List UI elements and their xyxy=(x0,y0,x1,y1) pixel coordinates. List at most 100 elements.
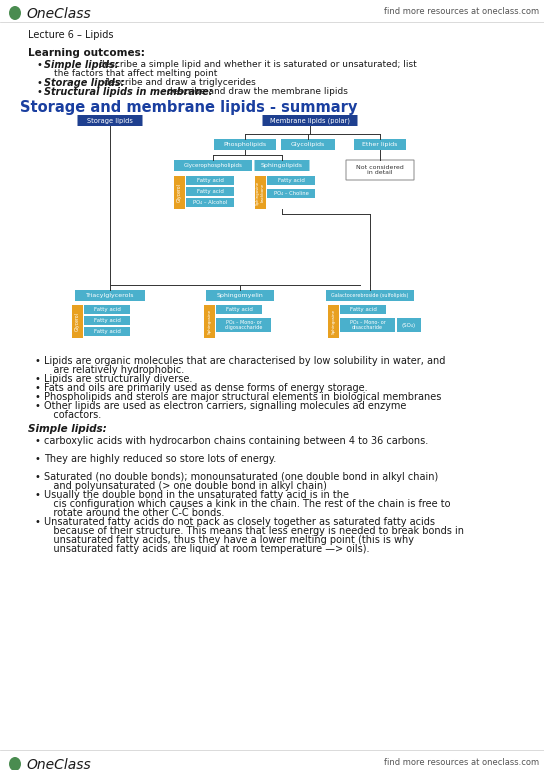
Text: Phospholipids: Phospholipids xyxy=(224,142,267,147)
FancyBboxPatch shape xyxy=(206,290,274,301)
FancyBboxPatch shape xyxy=(186,187,234,196)
Ellipse shape xyxy=(9,757,21,770)
Text: Sphingomyelin: Sphingomyelin xyxy=(217,293,263,298)
Text: Lecture 6 – Lipids: Lecture 6 – Lipids xyxy=(28,30,114,40)
FancyBboxPatch shape xyxy=(204,305,215,338)
FancyBboxPatch shape xyxy=(214,139,276,150)
Text: Ether lipids: Ether lipids xyxy=(362,142,398,147)
Text: Not considered
in detail: Not considered in detail xyxy=(356,165,404,176)
FancyBboxPatch shape xyxy=(84,316,130,325)
Text: •: • xyxy=(34,392,40,402)
Text: •: • xyxy=(34,472,40,482)
FancyBboxPatch shape xyxy=(216,305,262,314)
Text: •: • xyxy=(34,401,40,411)
Text: unsaturated fatty acids, thus they have a lower melting point (this is why: unsaturated fatty acids, thus they have … xyxy=(44,535,414,545)
Text: Fatty acid: Fatty acid xyxy=(277,178,305,183)
FancyBboxPatch shape xyxy=(75,290,145,301)
Text: PO₄ – Mono- or
disaccharide: PO₄ – Mono- or disaccharide xyxy=(350,320,386,330)
FancyBboxPatch shape xyxy=(328,305,339,338)
Text: are relatively hydrophobic.: are relatively hydrophobic. xyxy=(44,365,184,375)
FancyBboxPatch shape xyxy=(354,139,406,150)
Text: and polyunsaturated (> one double bond in alkyl chain): and polyunsaturated (> one double bond i… xyxy=(44,481,327,491)
Text: Sphingolipids: Sphingolipids xyxy=(261,163,303,168)
Text: Structural lipids in membrane:: Structural lipids in membrane: xyxy=(44,87,213,97)
Text: the factors that affect melting point: the factors that affect melting point xyxy=(54,69,218,78)
Text: unsaturated fatty acids are liquid at room temperature —> oils).: unsaturated fatty acids are liquid at ro… xyxy=(44,544,369,554)
Text: •: • xyxy=(34,356,40,366)
Text: Sphingosine: Sphingosine xyxy=(207,309,212,334)
Text: cofactors.: cofactors. xyxy=(44,410,101,420)
Text: Unsaturated fatty acids do not pack as closely together as saturated fatty acids: Unsaturated fatty acids do not pack as c… xyxy=(44,517,435,527)
FancyBboxPatch shape xyxy=(174,176,185,209)
FancyBboxPatch shape xyxy=(263,115,357,126)
Text: Sphingosine: Sphingosine xyxy=(331,309,336,334)
Text: find more resources at oneclass.com: find more resources at oneclass.com xyxy=(384,758,539,767)
FancyBboxPatch shape xyxy=(340,318,395,332)
Text: •: • xyxy=(34,374,40,384)
Text: Fats and oils are primarily used as dense forms of energy storage.: Fats and oils are primarily used as dens… xyxy=(44,383,368,393)
Text: carboxylic acids with hydrocarbon chains containing between 4 to 36 carbons.: carboxylic acids with hydrocarbon chains… xyxy=(44,436,428,446)
Text: describe and draw a triglycerides: describe and draw a triglycerides xyxy=(101,78,256,87)
Text: Sphingosine
backbone: Sphingosine backbone xyxy=(256,180,265,205)
Text: Glycerophospholipids: Glycerophospholipids xyxy=(183,163,243,168)
Text: •: • xyxy=(34,383,40,393)
FancyBboxPatch shape xyxy=(77,115,143,126)
FancyBboxPatch shape xyxy=(281,139,335,150)
Text: because of their structure. This means that less energy is needed to break bonds: because of their structure. This means t… xyxy=(44,526,464,536)
Text: Storage lipids:: Storage lipids: xyxy=(44,78,125,88)
Text: Membrane lipids (polar): Membrane lipids (polar) xyxy=(270,117,350,124)
Text: •: • xyxy=(34,454,40,464)
Text: Triacylglycerols: Triacylglycerols xyxy=(86,293,134,298)
Text: Galactocerebroside (sulfolipids): Galactocerebroside (sulfolipids) xyxy=(331,293,409,298)
Text: Storage and membrane lipids - summary: Storage and membrane lipids - summary xyxy=(20,100,357,115)
Polygon shape xyxy=(12,6,18,10)
Text: •: • xyxy=(34,517,40,527)
Text: •: • xyxy=(36,87,42,97)
Text: •: • xyxy=(34,490,40,500)
Text: Glycolipids: Glycolipids xyxy=(291,142,325,147)
Text: Learning outcomes:: Learning outcomes: xyxy=(28,48,145,58)
Text: OneClass: OneClass xyxy=(26,758,91,770)
Text: Usually the double bond in the unsaturated fatty acid is in the: Usually the double bond in the unsaturat… xyxy=(44,490,349,500)
Text: Fatty acid: Fatty acid xyxy=(226,307,252,312)
Text: rotate around the other C-C bonds.: rotate around the other C-C bonds. xyxy=(44,508,224,518)
Text: They are highly reduced so store lots of energy.: They are highly reduced so store lots of… xyxy=(44,454,276,464)
FancyBboxPatch shape xyxy=(186,198,234,207)
FancyBboxPatch shape xyxy=(267,189,315,198)
FancyBboxPatch shape xyxy=(397,318,421,332)
FancyBboxPatch shape xyxy=(84,305,130,314)
FancyBboxPatch shape xyxy=(255,160,310,171)
Text: Fatty acid: Fatty acid xyxy=(94,329,120,334)
Text: Simple lipids:: Simple lipids: xyxy=(44,60,119,70)
Text: Lipids are structurally diverse.: Lipids are structurally diverse. xyxy=(44,374,193,384)
Text: Simple lipids:: Simple lipids: xyxy=(28,424,107,434)
Polygon shape xyxy=(12,757,18,761)
Text: Fatty acid: Fatty acid xyxy=(350,307,376,312)
Text: Fatty acid: Fatty acid xyxy=(196,178,224,183)
Text: Other lipids are used as electron carriers, signalling molecules ad enzyme: Other lipids are used as electron carrie… xyxy=(44,401,406,411)
FancyBboxPatch shape xyxy=(216,318,271,332)
FancyBboxPatch shape xyxy=(186,176,234,185)
Text: Saturated (no double bonds); monounsaturated (one double bond in alkyl chain): Saturated (no double bonds); monounsatur… xyxy=(44,472,438,482)
Text: PO₄ – Mono- or
oligosaccharide: PO₄ – Mono- or oligosaccharide xyxy=(224,320,263,330)
Text: (SO₄): (SO₄) xyxy=(402,323,416,327)
Text: Lipids are organic molecules that are characterised by low solubility in water, : Lipids are organic molecules that are ch… xyxy=(44,356,446,366)
Text: cis configuration which causes a kink in the chain. The rest of the chain is fre: cis configuration which causes a kink in… xyxy=(44,499,450,509)
Text: find more resources at oneclass.com: find more resources at oneclass.com xyxy=(384,7,539,16)
Text: •: • xyxy=(36,60,42,70)
Text: •: • xyxy=(34,436,40,446)
FancyBboxPatch shape xyxy=(267,176,315,185)
Text: Glycerol: Glycerol xyxy=(177,183,182,202)
FancyBboxPatch shape xyxy=(84,327,130,336)
Text: Fatty acid: Fatty acid xyxy=(94,307,120,312)
Text: PO₄ – Choline: PO₄ – Choline xyxy=(274,191,308,196)
FancyBboxPatch shape xyxy=(326,290,414,301)
FancyBboxPatch shape xyxy=(340,305,386,314)
FancyBboxPatch shape xyxy=(255,176,266,209)
Text: PO₄ – Alcohol: PO₄ – Alcohol xyxy=(193,200,227,205)
FancyBboxPatch shape xyxy=(346,160,414,180)
Text: Storage lipids: Storage lipids xyxy=(87,118,133,123)
Text: Fatty acid: Fatty acid xyxy=(196,189,224,194)
FancyBboxPatch shape xyxy=(72,305,83,338)
Text: Fatty acid: Fatty acid xyxy=(94,318,120,323)
